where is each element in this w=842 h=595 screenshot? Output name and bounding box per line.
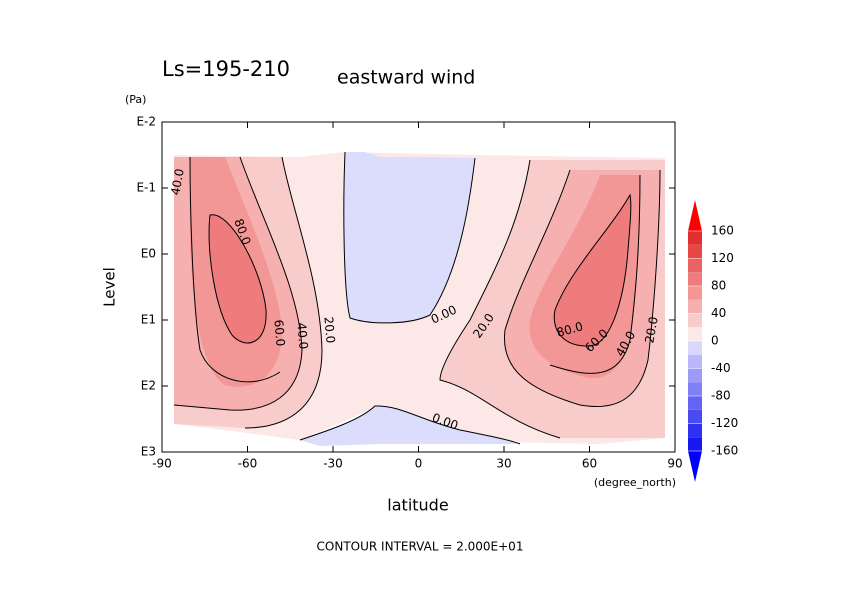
contour-line	[503, 169, 661, 407]
x-tick-label: 0	[415, 457, 423, 471]
contour-label: 80.0	[555, 319, 584, 339]
contour-label: 40.0	[294, 322, 310, 350]
x-unit: (degree_north)	[594, 476, 676, 489]
colorbar-band	[688, 272, 702, 286]
contour-line	[343, 151, 476, 324]
y-tick-label: E3	[141, 445, 156, 459]
colorbar-tick-label: -80	[711, 389, 731, 403]
x-tick-label: 90	[667, 457, 682, 471]
contour-fill	[554, 195, 631, 346]
colorbar-band	[688, 423, 702, 438]
colorbar-band	[688, 396, 702, 410]
colorbar-band	[688, 437, 702, 451]
contour-line	[549, 174, 641, 374]
x-tick-label: -90	[152, 457, 172, 471]
contour-line	[553, 193, 632, 347]
x-tick-label: 60	[582, 457, 597, 471]
x-tick-label: -30	[323, 457, 343, 471]
contour-line	[244, 156, 323, 429]
colorbar-over	[688, 200, 702, 231]
y-unit: (Pa)	[125, 93, 146, 106]
chart-subtitle: eastward wind	[337, 67, 475, 89]
contour-line	[173, 156, 303, 411]
colorbar-band	[688, 382, 702, 396]
colorbar-band	[688, 286, 702, 300]
y-tick-label: E0	[141, 247, 156, 261]
colorbar-tick-label: 40	[711, 306, 726, 320]
contour-field: 40.0 80.0 60.0 40.0 20.0 0.00 20.0 80.0 …	[168, 151, 665, 446]
colorbar-band	[688, 299, 702, 314]
y-axis-label: Level	[101, 267, 119, 307]
colorbar-band	[688, 244, 702, 259]
colorbar-tick-label: 0	[711, 334, 719, 348]
colorbar-band	[688, 231, 702, 245]
colorbar-band	[688, 409, 702, 424]
x-axis-label: latitude	[387, 496, 448, 515]
footnote: CONTOUR INTERVAL = 2.000E+01	[317, 540, 524, 554]
contour-line	[299, 405, 521, 445]
colorbar-band	[688, 258, 702, 273]
colorbar-tick-label: -160	[711, 444, 738, 458]
colorbar-band	[688, 341, 702, 355]
contour-line	[189, 156, 281, 383]
colorbar-tick-label: 80	[711, 279, 726, 293]
colorbar-under	[688, 451, 702, 482]
x-tick-label: -60	[238, 457, 258, 471]
contour-fill	[209, 214, 267, 343]
contour-line	[439, 159, 561, 439]
colorbar-tick-label: 160	[711, 224, 734, 238]
contour-label: 20.0	[321, 316, 337, 344]
y-tick-label: E1	[141, 313, 156, 327]
contour-label: 40.0	[168, 168, 186, 197]
contour-fill	[300, 405, 520, 446]
colorbar-band	[688, 368, 702, 383]
y-tick-label: E2	[141, 379, 156, 393]
y-tick-label: E-2	[136, 115, 156, 129]
colorbar-band	[688, 327, 702, 341]
contour-line	[208, 214, 267, 344]
colorbar-band	[688, 313, 702, 328]
x-tick-label: 30	[496, 457, 511, 471]
y-tick-label: E-1	[136, 181, 156, 195]
contour-label: 60.0	[271, 319, 287, 347]
colorbar-tick-label: 120	[711, 251, 734, 265]
chart-title: Ls=195-210	[162, 57, 290, 81]
contour-label: 20.0	[642, 316, 660, 345]
colorbar-tick-label: -40	[711, 361, 731, 375]
colorbar-tick-label: -120	[711, 416, 738, 430]
colorbar-band	[688, 354, 702, 369]
contour-fill	[343, 152, 475, 323]
